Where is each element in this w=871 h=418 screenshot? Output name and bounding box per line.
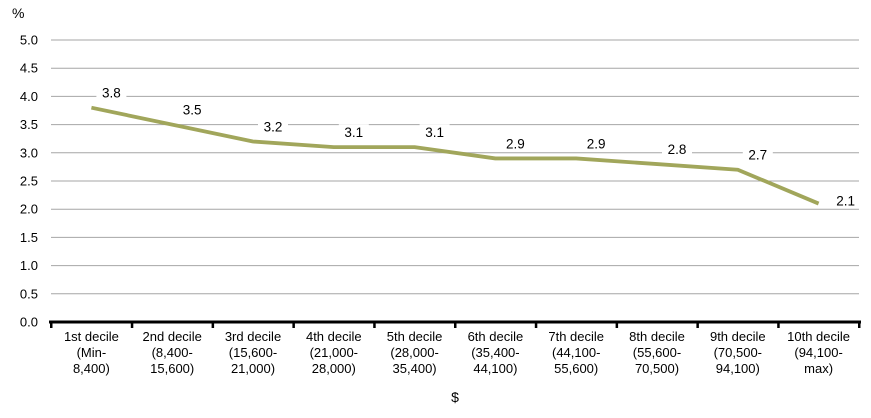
data-label-bg <box>338 124 369 141</box>
y-tick-label: 4.0 <box>20 89 38 104</box>
x-category-label: 1st decile (Min-8,400) <box>64 329 119 376</box>
data-label-bg <box>258 118 288 135</box>
data-label: 3.1 <box>344 125 363 140</box>
data-label: 2.8 <box>668 142 687 157</box>
x-axis-tick <box>211 323 215 328</box>
y-tick-label: 5.0 <box>20 33 38 48</box>
data-label: 3.5 <box>183 103 202 118</box>
x-axis-tick <box>130 323 134 328</box>
data-label: 2.9 <box>506 136 525 151</box>
x-category-label: 3rd decile (15,600-21,000) <box>225 329 281 376</box>
x-category-label: 6th decile (35,400-44,100) <box>468 329 524 376</box>
x-category-label: 7th decile (44,100-55,600) <box>548 329 604 376</box>
data-label-bg <box>96 84 127 101</box>
data-label-bg <box>581 135 612 152</box>
x-axis-tick <box>454 323 457 328</box>
x-category-label: 4th decile (21,000-28,000) <box>306 329 362 376</box>
x-axis-tick <box>292 323 295 328</box>
data-label-bg <box>830 192 861 209</box>
data-label: 2.9 <box>587 136 606 151</box>
y-tick-label: 2.0 <box>20 202 38 217</box>
data-label: 2.7 <box>748 148 767 163</box>
y-tick-label: 2.5 <box>20 174 38 189</box>
y-tick-label: 3.5 <box>20 117 38 132</box>
data-label-bg <box>742 146 773 163</box>
x-category-label: 5th decile (28,000-35,400) <box>387 329 443 376</box>
x-category-label: 2nd decile (8,400-15,600) <box>143 329 202 376</box>
x-axis-title: $ <box>451 389 459 405</box>
data-label: 3.1 <box>425 125 444 140</box>
y-tick-label: 1.5 <box>20 230 38 245</box>
x-axis-line <box>49 320 861 324</box>
data-label-bg <box>500 135 531 152</box>
y-tick-label: 0.0 <box>20 315 38 330</box>
x-category-label: 8th decile (55,600-70,500) <box>629 329 685 376</box>
y-tick-label: 1.0 <box>20 258 38 273</box>
x-category-label: 10th decile (94,100-max) <box>787 329 850 376</box>
data-label-bg <box>419 124 450 141</box>
data-series-line <box>91 105 820 206</box>
x-axis-tick <box>534 323 538 328</box>
x-axis-tick <box>615 323 619 328</box>
data-label: 3.8 <box>102 86 121 101</box>
data-label-bg <box>177 101 208 118</box>
y-tick-label: 3.0 <box>20 145 38 160</box>
x-axis-tick <box>858 323 861 328</box>
y-tick-label: 0.5 <box>20 286 38 301</box>
data-label-bg <box>662 141 692 158</box>
data-label: 2.1 <box>836 194 855 209</box>
y-tick-label: 4.5 <box>20 61 38 76</box>
x-axis-tick <box>777 323 780 328</box>
y-axis-title: % <box>12 5 25 21</box>
x-axis-tick <box>373 323 376 328</box>
x-category-label: 9th decile (70,500-94,100) <box>710 329 766 376</box>
data-label: 3.2 <box>264 120 283 135</box>
x-axis-tick <box>50 323 53 328</box>
x-axis-tick <box>696 323 699 328</box>
